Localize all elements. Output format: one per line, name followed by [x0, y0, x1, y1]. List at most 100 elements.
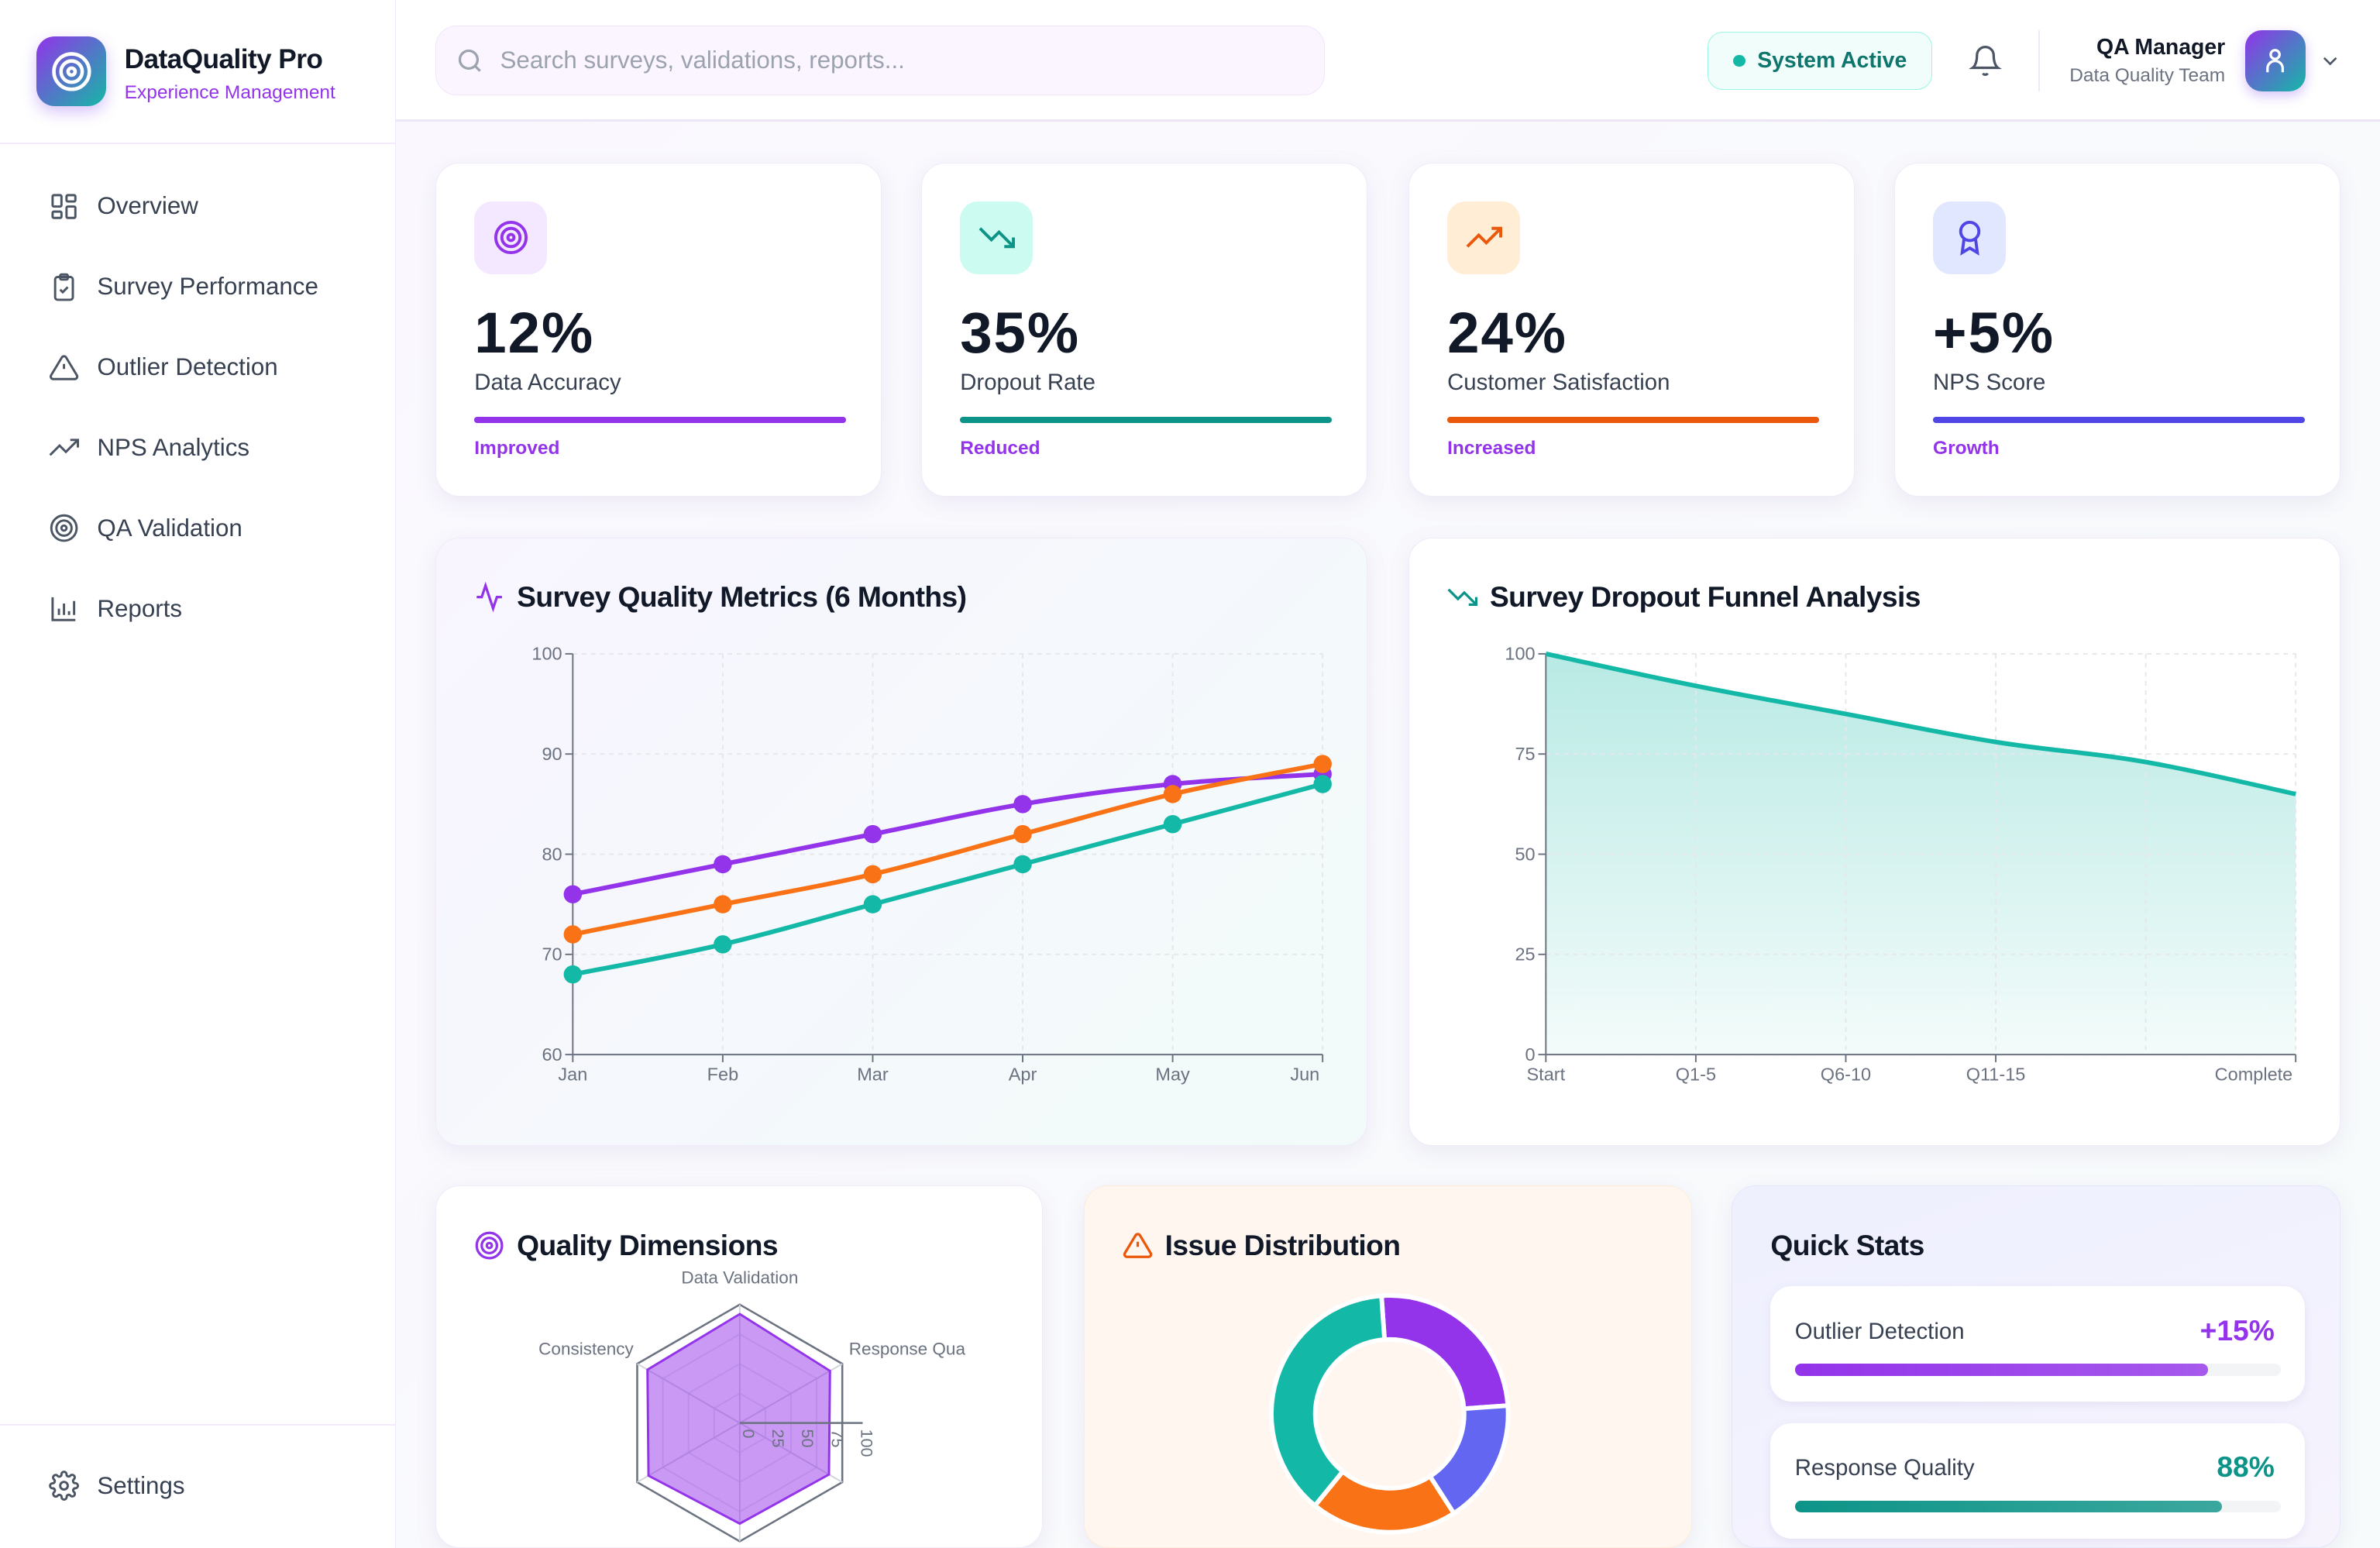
quick-stat-value: 88%	[2217, 1450, 2275, 1483]
dropout-area-chart: 0 25 50 75 100 Start Q1-5 Q6-10 Q11-15 Complete	[1505, 643, 2297, 1084]
y-tick-label: 0	[1525, 1044, 1536, 1065]
data-point	[1013, 855, 1033, 873]
y-tick-label: 70	[542, 944, 562, 964]
search-bar[interactable]	[435, 26, 1326, 96]
y-tick-label: 80	[542, 844, 562, 864]
sidebar-item-label: QA Validation	[97, 514, 242, 542]
target-icon	[50, 514, 78, 542]
quick-stats-card: Quick Stats Outlier Detection +15% Respo…	[1732, 1185, 2341, 1548]
card-title: Quality Dimensions	[474, 1229, 779, 1262]
sidebar-item-survey-performance[interactable]: Survey Performance	[30, 256, 364, 317]
issue-donut-chart	[1268, 1293, 1511, 1535]
issue-distribution-card: Issue Distribution	[1083, 1185, 1693, 1548]
data-point	[563, 924, 583, 944]
data-point	[563, 885, 583, 903]
quick-stat-label: Outlier Detection	[1794, 1318, 1965, 1344]
data-point	[714, 894, 732, 913]
sidebar-item-overview[interactable]: Overview	[30, 176, 364, 236]
y-tick-label: 60	[542, 1044, 562, 1065]
user-team: Data Quality Team	[2069, 65, 2226, 87]
gear-icon	[48, 1471, 79, 1502]
stat-label: Dropout Rate	[960, 370, 1095, 396]
radius-tick-label: 0	[739, 1429, 758, 1439]
trending-up-icon	[49, 439, 79, 456]
sidebar-item-qa-validation[interactable]: QA Validation	[30, 498, 364, 559]
sidebar: DataQuality Pro Experience Management Ov…	[0, 0, 397, 1548]
stat-card: 12% Data Accuracy Improved	[435, 162, 882, 497]
data-point	[563, 965, 583, 983]
avatar[interactable]	[2244, 30, 2306, 91]
radius-tick-label: 100	[858, 1429, 877, 1457]
x-tick-label: Jan	[559, 1064, 588, 1084]
stat-label: NPS Score	[1933, 370, 2046, 396]
status-text: System Active	[1757, 47, 1907, 73]
system-status-badge: System Active	[1708, 32, 1933, 90]
x-tick-label: May	[1156, 1064, 1191, 1084]
user-menu-chevron[interactable]	[2318, 49, 2342, 79]
bell-icon	[1969, 45, 2003, 76]
radar-axis-label: Data Validation	[682, 1268, 799, 1288]
quick-stat-value: +15%	[2199, 1313, 2275, 1347]
quality-radar-chart: Data Validation Response Qua Consistency 0 2…	[538, 1268, 966, 1543]
sidebar-item-nps-analytics[interactable]: NPS Analytics	[30, 418, 364, 478]
x-tick-label: Feb	[707, 1064, 739, 1084]
area-line	[1545, 651, 2296, 796]
progress-fill	[1794, 1364, 2208, 1376]
stat-value: 12%	[474, 300, 595, 365]
x-tick-label: Start	[1527, 1064, 1566, 1084]
data-point	[1164, 814, 1182, 834]
target-icon	[475, 1231, 504, 1260]
chevron-down-icon	[2323, 57, 2337, 66]
stat-trend: Improved	[474, 438, 560, 459]
quick-stat-label: Response Quality	[1794, 1454, 1975, 1481]
progress-bar	[1794, 1500, 2281, 1513]
stat-card: 35% Dropout Rate Reduced	[921, 162, 1368, 497]
data-point	[1164, 784, 1182, 803]
user-name: QA Manager	[2096, 35, 2226, 60]
data-point	[1313, 774, 1333, 793]
search-icon	[458, 49, 481, 72]
x-tick-label: Jun	[1291, 1064, 1320, 1084]
stat-value: 35%	[960, 300, 1081, 365]
status-dot	[1732, 54, 1745, 67]
stat-trend: Growth	[1933, 438, 2000, 459]
y-tick-label: 75	[1515, 744, 1536, 764]
sidebar-item-label: Settings	[97, 1472, 185, 1500]
sidebar-item-reports[interactable]: Reports	[30, 578, 364, 638]
stat-bar	[960, 416, 1333, 423]
quick-stat-item: Response Quality 88%	[1770, 1422, 2306, 1539]
grid-icon	[51, 194, 77, 219]
sidebar-item-settings[interactable]: Settings	[30, 1456, 364, 1516]
search-input[interactable]	[500, 46, 1290, 75]
radar-axis-label: Consistency	[538, 1340, 634, 1359]
divider	[0, 143, 397, 145]
stat-bar	[474, 416, 847, 423]
target-icon	[494, 221, 528, 255]
stat-card: 24% Customer Satisfaction Increased	[1408, 162, 1856, 497]
divider	[0, 1423, 397, 1426]
stat-label: Data Accuracy	[474, 370, 621, 396]
donut-slice	[1268, 1293, 1388, 1509]
alert-triangle-icon	[1123, 1233, 1153, 1258]
data-point	[714, 934, 732, 954]
progress-bar	[1794, 1364, 2281, 1376]
sidebar-item-label: Reports	[97, 594, 183, 622]
clipboard-check-icon	[53, 273, 74, 301]
y-tick-label: 100	[532, 643, 562, 663]
dropout-funnel-card: Survey Dropout Funnel Analysis 0 25 50 75 10…	[1408, 537, 2341, 1147]
y-tick-label: 25	[1515, 944, 1536, 964]
notifications-button[interactable]	[1969, 44, 2003, 84]
stat-value: +5%	[1933, 300, 2055, 365]
stat-bar	[1933, 416, 2306, 423]
sidebar-item-label: Overview	[97, 192, 198, 220]
sidebar-item-outlier-detection[interactable]: Outlier Detection	[30, 337, 364, 397]
series-line	[573, 781, 1324, 977]
stat-card: +5% NPS Score Growth	[1894, 162, 2341, 497]
trending-up-icon	[1466, 226, 1502, 248]
trending-down-icon	[978, 227, 1015, 249]
user-icon	[2266, 48, 2285, 73]
sidebar-item-label: NPS Analytics	[97, 433, 250, 461]
stat-trend: Reduced	[960, 438, 1040, 459]
radius-tick-label: 75	[828, 1429, 848, 1448]
